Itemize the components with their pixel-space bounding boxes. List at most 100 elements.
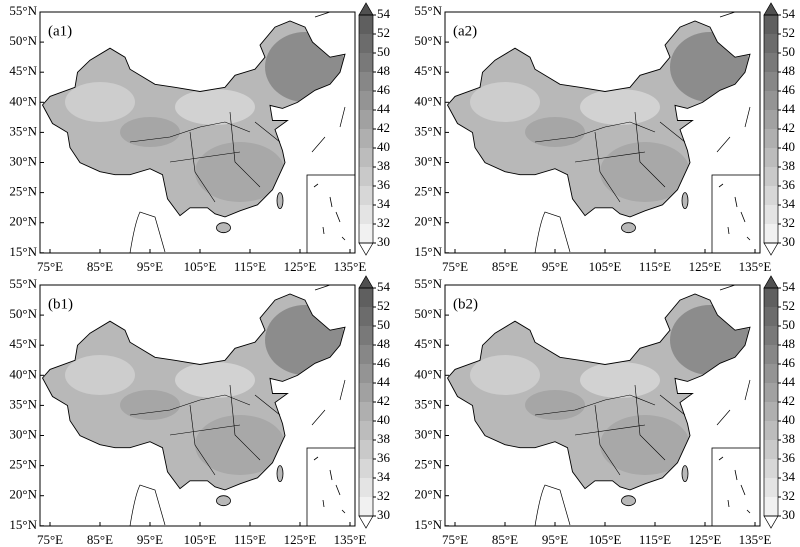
colorbar-band (359, 129, 373, 148)
colorbar-label: 32 (782, 488, 795, 503)
lat-label: 15°N (414, 244, 442, 259)
colorbar-label: 54 (377, 279, 391, 294)
colorbar-label: 38 (377, 431, 390, 446)
colorbar-band (764, 421, 778, 440)
lon-label: 75°E (37, 259, 63, 274)
colorbar-band (359, 72, 373, 91)
colorbar-band (764, 72, 778, 91)
colorbar-label: 44 (377, 101, 391, 116)
colorbar-band (764, 402, 778, 421)
colorbar-label: 44 (377, 374, 391, 389)
lon-label: 95°E (137, 532, 163, 547)
colorbar-label: 48 (782, 336, 795, 351)
colorbar-label: 36 (782, 450, 796, 465)
colorbar-label: 44 (782, 101, 796, 116)
colorbar-band (764, 34, 778, 53)
colorbar-band (359, 34, 373, 53)
colorbar-label: 38 (377, 158, 390, 173)
lon-label: 115°E (639, 259, 671, 274)
colorbar-band (359, 459, 373, 478)
lat-label: 15°N (414, 517, 442, 532)
lon-label: 115°E (234, 532, 266, 547)
colorbar-label: 36 (782, 177, 796, 192)
colorbar-band (359, 383, 373, 402)
colorbar-label: 30 (782, 507, 795, 522)
lon-label: 135°E (739, 259, 772, 274)
colorbar-band (359, 224, 373, 243)
lat-label: 40°N (414, 366, 442, 381)
colorbar-label: 30 (377, 507, 390, 522)
lon-label: 75°E (442, 532, 468, 547)
colorbar-band (764, 440, 778, 459)
lat-label: 20°N (414, 214, 442, 229)
colorbar-band (359, 167, 373, 186)
colorbar-band (764, 497, 778, 516)
lat-label: 50°N (9, 306, 37, 321)
lat-label: 20°N (9, 487, 37, 502)
lat-label: 40°N (9, 93, 37, 108)
lat-label: 40°N (9, 366, 37, 381)
panel-label: (a2) (453, 23, 477, 39)
colorbar-label: 46 (377, 82, 391, 97)
colorbar-label: 38 (782, 158, 795, 173)
colorbar-label: 42 (377, 120, 390, 135)
colorbar-band (359, 364, 373, 383)
colorbar-band (359, 91, 373, 110)
colorbar-label: 38 (782, 431, 795, 446)
colorbar-label: 30 (782, 234, 795, 249)
panel-label: (b1) (48, 296, 73, 312)
colorbar-label: 52 (377, 298, 390, 313)
colorbar-label: 36 (377, 177, 391, 192)
colorbar-label: 50 (377, 44, 390, 59)
map (445, 12, 760, 253)
lat-label: 50°N (414, 33, 442, 48)
lat-label: 35°N (9, 123, 37, 138)
colorbar-band (764, 345, 778, 364)
lat-label: 30°N (414, 153, 442, 168)
lat-label: 45°N (414, 63, 442, 78)
colorbar-label: 52 (782, 298, 795, 313)
colorbar-band (764, 326, 778, 345)
lon-label: 105°E (184, 259, 217, 274)
lon-label: 95°E (542, 532, 568, 547)
lat-label: 55°N (414, 3, 442, 18)
lon-label: 95°E (542, 259, 568, 274)
map-panel: (b1) 55°N 50°N 45°N 40°N 35°N 30°N 25°N 20°N 15°N… (9, 275, 391, 547)
colorbar-end (358, 242, 374, 256)
colorbar-label: 54 (782, 279, 796, 294)
colorbar-band (764, 307, 778, 326)
colorbar-label: 32 (377, 488, 390, 503)
colorbar-band (359, 497, 373, 516)
colorbar-label: 40 (377, 412, 390, 427)
colorbar-band (764, 478, 778, 497)
lat-label: 25°N (414, 184, 442, 199)
colorbar-label: 40 (782, 412, 795, 427)
map-panel: (a2) 55°N 50°N 45°N 40°N 35°N 30°N 25°N 20°N 15°N… (414, 2, 796, 274)
colorbar-band (764, 110, 778, 129)
lat-label: 35°N (414, 123, 442, 138)
lat-label: 20°N (9, 214, 37, 229)
lat-label: 50°N (414, 306, 442, 321)
colorbar-label: 34 (782, 469, 796, 484)
colorbar-band (764, 148, 778, 167)
lon-label: 105°E (589, 532, 622, 547)
colorbar-band (764, 15, 778, 34)
lat-label: 40°N (414, 93, 442, 108)
colorbar-label: 34 (377, 469, 391, 484)
lon-label: 85°E (492, 532, 518, 547)
colorbar-label: 40 (377, 139, 390, 154)
colorbar-label: 34 (377, 196, 391, 211)
colorbar-band (764, 224, 778, 243)
colorbar-band (764, 53, 778, 72)
colorbar-band (359, 440, 373, 459)
lat-label: 45°N (414, 336, 442, 351)
lon-label: 135°E (334, 259, 367, 274)
colorbar-band (764, 459, 778, 478)
lat-label: 45°N (9, 63, 37, 78)
colorbar-end (358, 515, 374, 529)
colorbar-band (359, 53, 373, 72)
colorbar-label: 52 (377, 25, 390, 40)
lon-label: 125°E (689, 532, 722, 547)
colorbar-band (359, 307, 373, 326)
